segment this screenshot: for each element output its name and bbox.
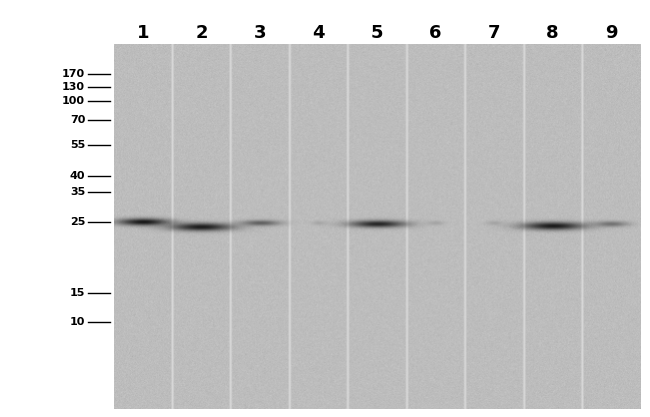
Text: 70: 70 <box>70 115 85 125</box>
Text: 35: 35 <box>70 186 85 196</box>
Text: 2: 2 <box>195 24 208 42</box>
Text: 3: 3 <box>254 24 266 42</box>
Text: 40: 40 <box>70 171 85 181</box>
Text: 4: 4 <box>312 24 325 42</box>
Text: 9: 9 <box>604 24 617 42</box>
Text: 15: 15 <box>70 288 85 298</box>
Text: 7: 7 <box>488 24 500 42</box>
Text: 25: 25 <box>70 217 85 227</box>
Text: 6: 6 <box>429 24 442 42</box>
Text: 170: 170 <box>62 69 85 79</box>
Text: 100: 100 <box>62 96 85 106</box>
Text: 55: 55 <box>70 140 85 150</box>
Text: 8: 8 <box>546 24 559 42</box>
Text: 5: 5 <box>370 24 383 42</box>
Text: 1: 1 <box>136 24 150 42</box>
Text: 10: 10 <box>70 317 85 327</box>
Text: 130: 130 <box>62 82 85 92</box>
